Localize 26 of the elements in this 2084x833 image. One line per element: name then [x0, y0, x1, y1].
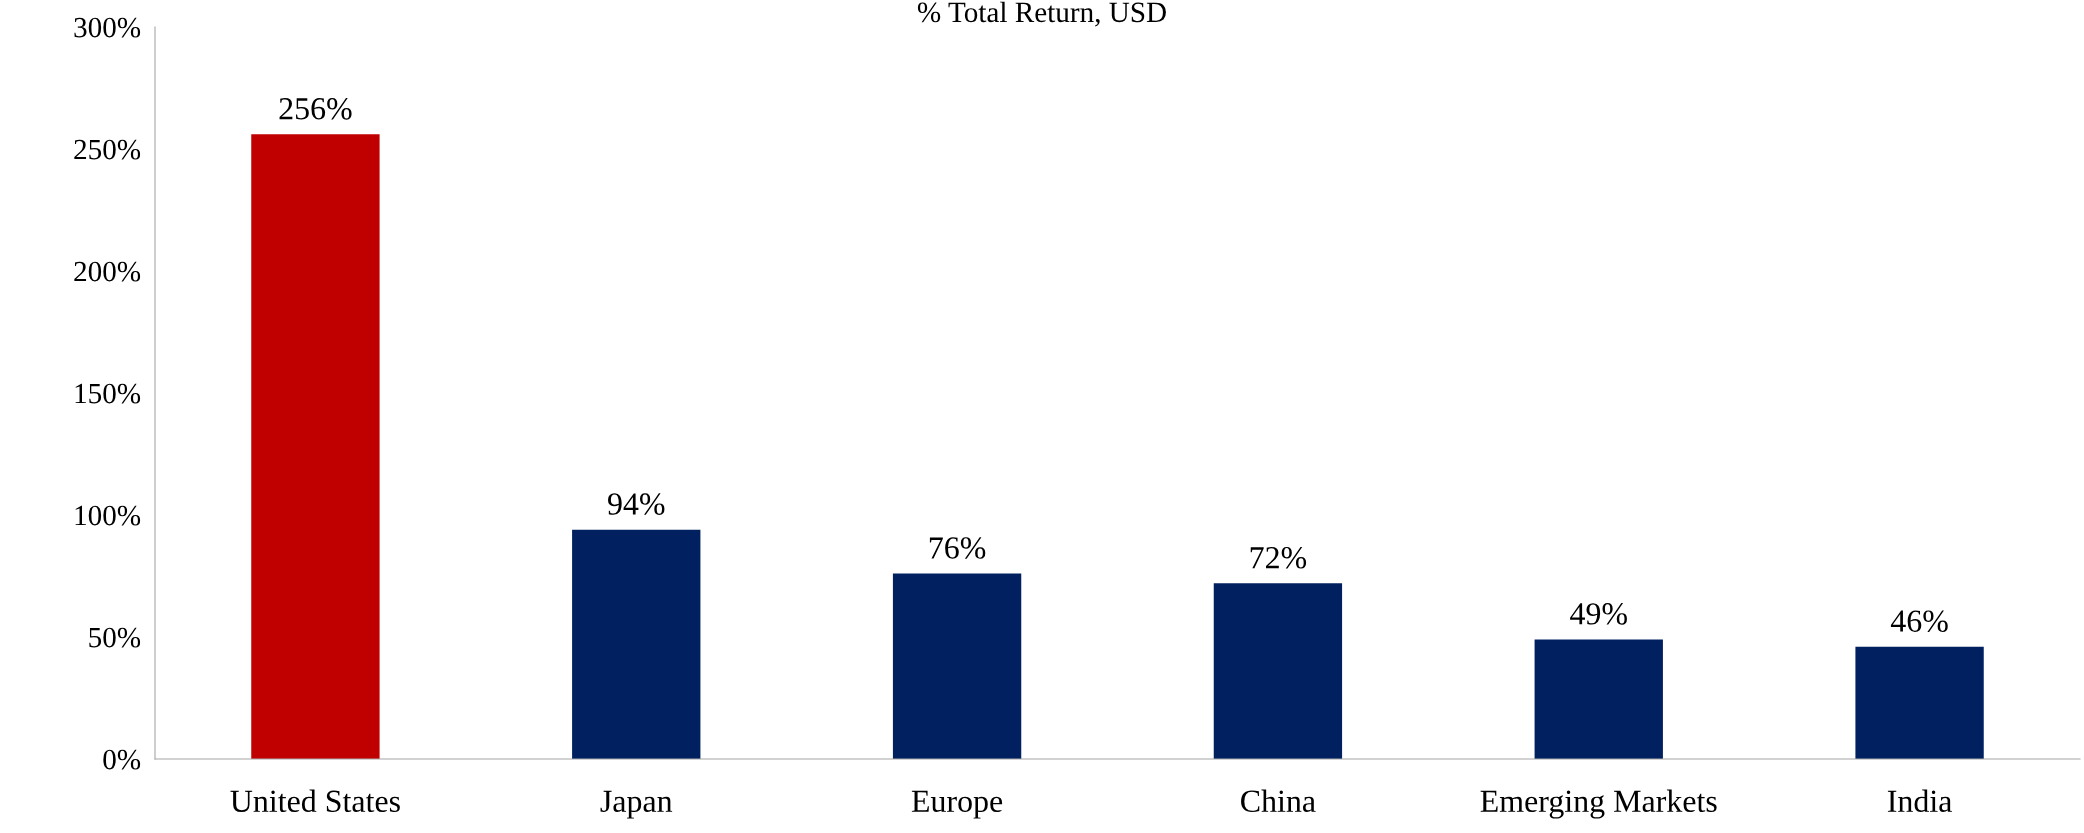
bar [1534, 639, 1663, 759]
data-label: 72% [1250, 546, 1307, 569]
y-tick-label: 0% [103, 749, 141, 770]
data-label: 46% [1890, 610, 1948, 633]
data-label: 76% [929, 537, 986, 559]
data-label: 256% [279, 97, 352, 120]
y-tick-label: 250% [74, 139, 141, 160]
y-tick-label: 150% [75, 383, 141, 404]
x-tick-label: Europe [911, 790, 1003, 819]
bar [251, 134, 380, 759]
chart-title: % Total Return, USD [917, 1, 1166, 27]
y-tick-label: 50% [89, 627, 141, 648]
bar [892, 573, 1022, 759]
y-tick-label: 200% [74, 261, 141, 282]
y-tick-label: 100% [75, 505, 141, 526]
x-tick-label: Japan [600, 790, 673, 819]
y-tick-label: 300% [74, 17, 141, 38]
x-tick-label: China [1241, 789, 1316, 813]
bar [1855, 646, 1984, 759]
bar [1213, 583, 1343, 759]
data-label: 49% [1570, 603, 1627, 625]
bar [572, 529, 701, 759]
data-label: 94% [608, 493, 665, 515]
x-tick-label: Emerging Markets [1480, 789, 1717, 819]
x-tick-label: India [1887, 789, 1952, 813]
x-tick-label: United States [230, 789, 400, 813]
